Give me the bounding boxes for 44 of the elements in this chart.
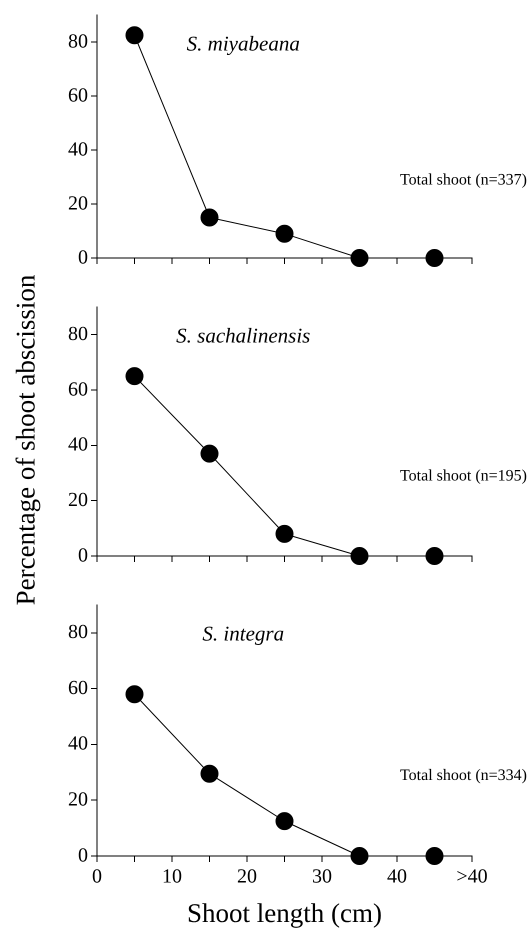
point [126, 367, 144, 386]
annotation: Total shoot (n=337) [400, 171, 527, 188]
annotation: Total shoot (n=195) [400, 468, 527, 485]
x-axis-title: Shoot length (cm) [187, 898, 382, 928]
point [200, 444, 218, 463]
point [426, 249, 444, 267]
y-tick-label: 0 [78, 844, 88, 866]
x-tick-label: 20 [237, 865, 257, 888]
point [426, 847, 444, 865]
point [200, 208, 218, 226]
point [350, 547, 368, 565]
point [200, 764, 218, 783]
x-tick-label: >40 [456, 865, 488, 888]
y-tick-label: 60 [68, 676, 88, 699]
y-axis-title: Percentage of shoot abscission [10, 274, 42, 606]
point [126, 685, 144, 704]
y-tick-label: 0 [78, 544, 88, 566]
point [350, 249, 368, 267]
text: S. sachalinensis [176, 324, 310, 348]
x-tick-label: 10 [162, 865, 182, 888]
x-tick-label: 40 [387, 865, 407, 888]
y-tick-label: 20 [68, 788, 88, 810]
y-tick-label: 20 [68, 192, 88, 214]
text: S. integra [202, 622, 284, 646]
y-tick-label: 80 [68, 30, 88, 52]
point [276, 524, 294, 543]
x-tick-label: 0 [92, 865, 102, 888]
y-tick-label: 20 [68, 488, 88, 511]
point [276, 224, 294, 243]
annotation: Total shoot (n=334) [400, 766, 527, 784]
x-tick-label: 30 [312, 865, 332, 888]
point [276, 812, 294, 830]
y-tick-label: 80 [68, 322, 88, 345]
point [350, 847, 368, 865]
point [426, 547, 444, 565]
y-tick-label: 40 [68, 138, 88, 160]
point [126, 26, 144, 44]
y-tick-label: 60 [68, 378, 88, 400]
y-tick-label: 40 [68, 732, 88, 755]
y-tick-label: 40 [68, 434, 88, 456]
text: S. miyabeana [186, 32, 300, 56]
y-tick-label: 60 [68, 84, 88, 106]
y-tick-label: 80 [68, 621, 88, 644]
y-tick-label: 0 [78, 246, 88, 268]
